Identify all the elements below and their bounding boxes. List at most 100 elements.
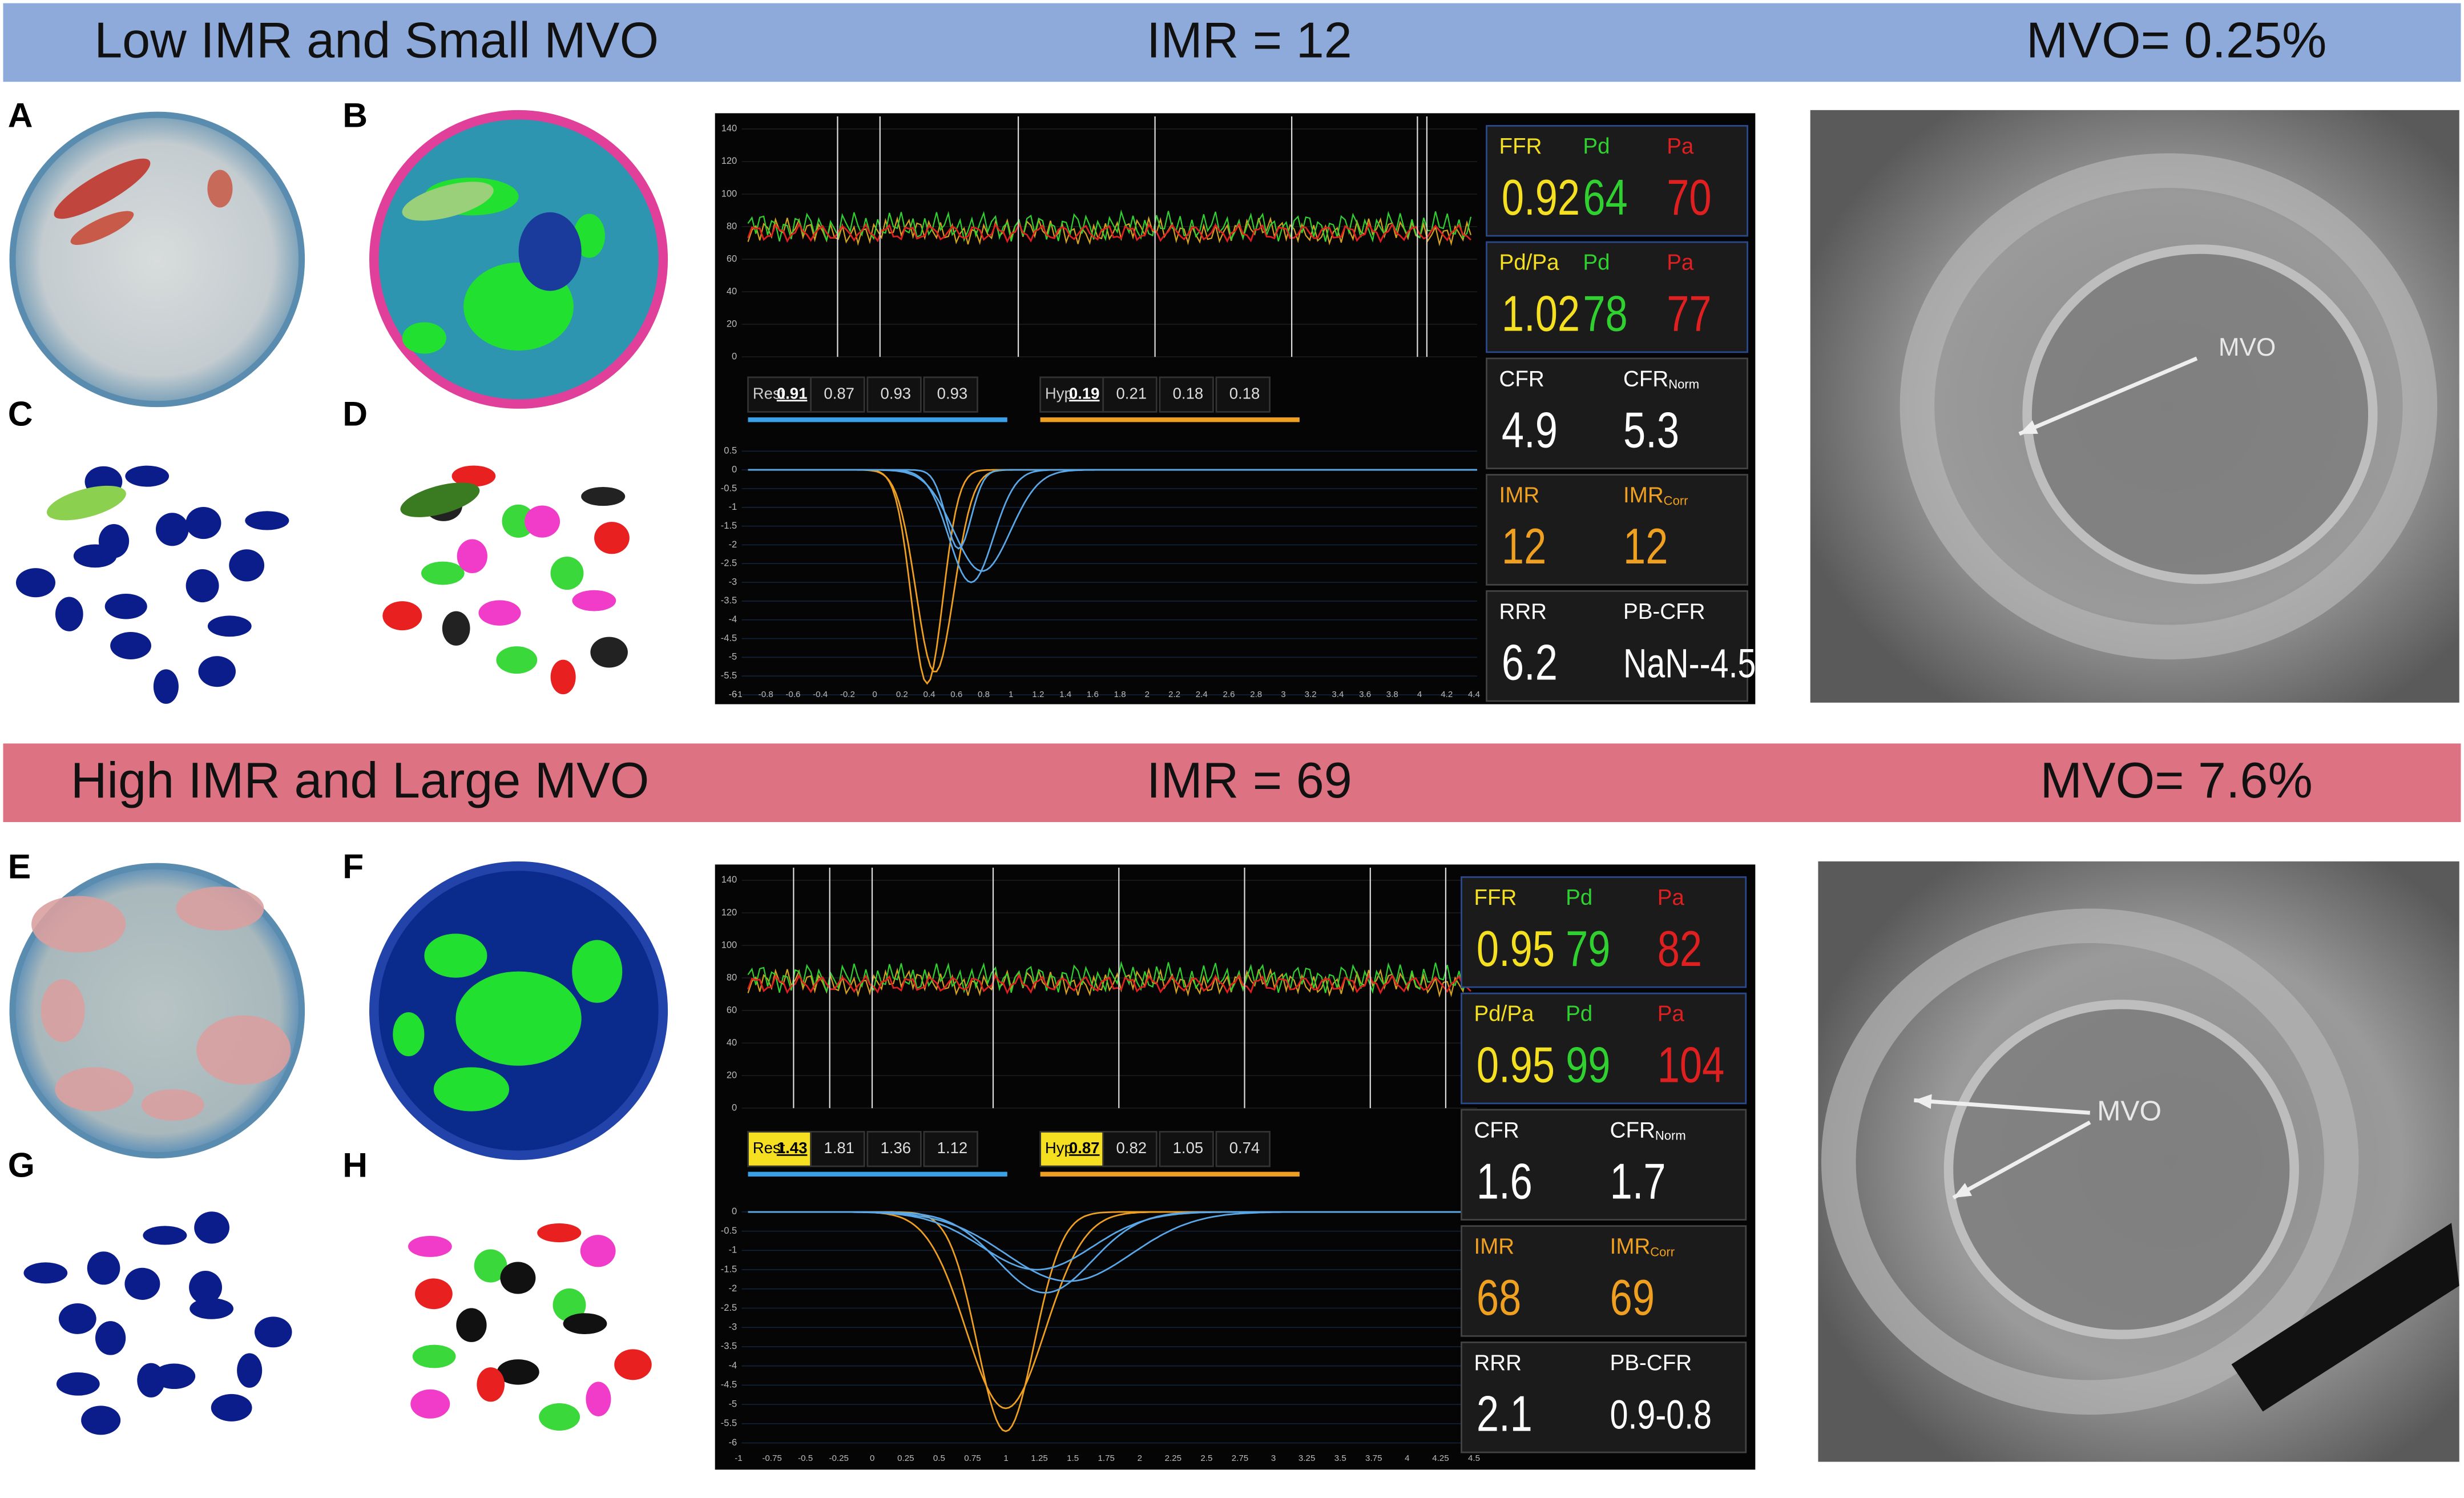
label-text: PB-CFR	[1610, 1351, 1692, 1375]
x-tick-label: 1.2	[1032, 690, 1044, 699]
value-box	[1102, 376, 1158, 413]
x-tick-label: -1	[735, 1453, 742, 1463]
bar-label: Rest	[753, 1139, 785, 1157]
threshold-region	[87, 1251, 120, 1285]
readout-label: RRR	[1499, 599, 1547, 624]
threshold-region	[198, 656, 236, 687]
readout-label: Pa	[1658, 1002, 1685, 1026]
label-text: IMR	[1610, 1234, 1651, 1259]
readout-value: 0.95	[1477, 920, 1555, 976]
label-text: CFR	[1623, 367, 1668, 392]
infarct	[207, 170, 233, 208]
y-tick-label: -1	[729, 1245, 737, 1255]
bar-value: 0.18	[1229, 384, 1260, 402]
banner-mvo: MVO= 0.25%	[2026, 11, 2326, 68]
map-region	[424, 933, 487, 978]
bar-value: 0.19	[1069, 384, 1100, 402]
value-box	[923, 1131, 978, 1167]
threshold-region	[477, 1367, 505, 1402]
threshold-region	[581, 487, 626, 506]
threshold-region	[189, 1271, 223, 1304]
x-tick-label: 0.6	[950, 690, 962, 699]
readout-box	[1461, 1109, 1747, 1221]
x-tick-label: 2.2	[1168, 690, 1180, 699]
x-tick-label: 3.75	[1365, 1453, 1382, 1463]
threshold-region	[143, 1226, 187, 1245]
threshold-region	[104, 594, 147, 619]
threshold-region	[502, 504, 535, 538]
label-text: Pd	[1566, 885, 1592, 910]
y-tick-label: 140	[721, 875, 737, 885]
banner-imr: IMR = 12	[1147, 11, 1352, 68]
threshold-region	[550, 557, 584, 590]
threshold-region	[537, 1223, 582, 1243]
readout-value: 104	[1658, 1037, 1725, 1093]
mri-label: MVO	[2097, 1094, 2161, 1126]
readout-label: Pd	[1583, 134, 1610, 159]
label-text: IMR	[1474, 1234, 1514, 1259]
threshold-region	[400, 482, 480, 517]
readout-value: 99	[1566, 1037, 1610, 1093]
y-tick-label: -6	[729, 689, 737, 699]
x-tick-label: 4.4	[1468, 690, 1480, 699]
x-tick-label: 1.5	[1067, 1453, 1079, 1463]
threshold-region	[590, 637, 628, 668]
y-tick-label: -0.5	[721, 1226, 737, 1236]
infarct	[31, 896, 126, 953]
panel-letter: B	[342, 96, 368, 135]
value-box	[1159, 376, 1214, 413]
arrow-shaft	[1914, 1098, 2090, 1115]
label-text: Pa	[1658, 885, 1685, 910]
mri-label: MVO	[2219, 333, 2276, 361]
map-region	[402, 322, 446, 354]
readout-value: 69	[1610, 1270, 1655, 1326]
flow-trace	[748, 1211, 1477, 1271]
y-tick-label: -5.5	[721, 671, 737, 681]
value-box	[1215, 1131, 1271, 1167]
infarct	[41, 979, 85, 1042]
readout-label: Pd/Pa	[1474, 1002, 1534, 1026]
readout-value: 1.02	[1502, 285, 1580, 341]
threshold-region	[153, 669, 179, 704]
x-tick-label: -0.8	[759, 690, 773, 699]
readout-label: Pa	[1667, 251, 1694, 275]
x-tick-label: 1.4	[1059, 690, 1071, 699]
readout-label: FFR	[1499, 134, 1542, 159]
x-tick-label: -0.2	[840, 690, 855, 699]
readout-label: RRR	[1474, 1351, 1521, 1375]
readout-box	[1486, 474, 1748, 586]
x-tick-label: 1	[1003, 1453, 1008, 1463]
x-tick-label: -0.6	[785, 690, 800, 699]
x-tick-label: 4.25	[1432, 1453, 1449, 1463]
bar-value: 1.43	[777, 1139, 808, 1157]
arrow-shaft	[1952, 1120, 2091, 1200]
map-region	[433, 1067, 510, 1112]
pressure-trace	[747, 209, 1472, 243]
readout-value: 2.1	[1477, 1386, 1533, 1441]
readout-value: 1.6	[1477, 1153, 1533, 1209]
y-tick-label: 20	[727, 319, 737, 329]
x-tick-label: 2.4	[1196, 690, 1208, 699]
banner	[3, 743, 2461, 823]
threshold-region	[563, 1313, 607, 1335]
threshold-region	[255, 1316, 292, 1348]
threshold-region	[185, 507, 221, 539]
banner-title: High IMR and Large MVO	[71, 752, 650, 808]
bar-label: Hyp	[1045, 384, 1073, 402]
readout-box	[1486, 241, 1748, 353]
banner-title: Low IMR and Small MVO	[94, 11, 659, 68]
readout-box	[1486, 357, 1748, 469]
label-text: PB-CFR	[1623, 599, 1705, 624]
value-box	[866, 376, 922, 413]
infarct	[176, 886, 264, 931]
map-region	[455, 971, 582, 1066]
readout-label: PB-CFR	[1610, 1351, 1692, 1375]
threshold-region	[410, 1389, 450, 1419]
y-tick-label: 20	[727, 1070, 737, 1080]
arrow-head	[2019, 420, 2038, 434]
threshold-region	[478, 600, 521, 626]
value-box	[866, 1131, 922, 1167]
y-tick-label: 80	[727, 972, 737, 982]
map-region	[393, 1012, 425, 1057]
